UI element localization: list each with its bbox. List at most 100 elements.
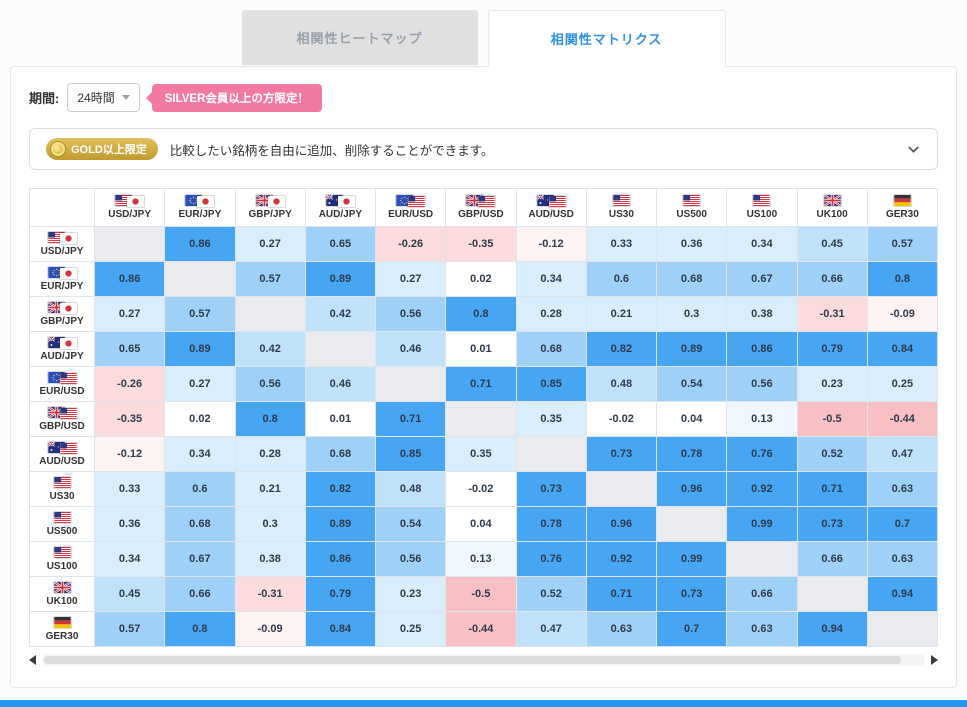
matrix-cell-ger30-eur-usd: 0.25 [376,612,446,646]
bottom-blue-bar [0,700,967,707]
matrix-cell-uk100-ger30: 0.94 [867,577,937,611]
matrix-cell-gbp-usd-eur-usd: 0.71 [376,402,446,436]
matrix-cell-eur-usd-uk100: 0.23 [797,367,867,401]
matrix-diagonal-cell [165,262,235,296]
matrix-cell-ger30-uk100: 0.94 [797,612,867,646]
matrix-row-header-eur-jpy: EUR/JPY [30,262,94,296]
symbol-label: US30 [49,490,75,502]
flag-icons [466,195,496,207]
flag-de-icon [893,195,911,206]
symbol-label: GBP/USD [39,420,85,432]
flag-gb-icon [53,581,71,593]
matrix-cell-gbp-usd-gbp-jpy: 0.8 [235,402,305,436]
gold-badge: GOLD以上限定 [46,138,158,160]
matrix-cell-eur-usd-ger30: 0.25 [867,367,937,401]
matrix-cell-gbp-jpy-uk100: -0.31 [797,297,867,331]
matrix-cell-usd-jpy-us100: 0.34 [727,227,797,261]
matrix-cell-eur-usd-eur-jpy: 0.27 [165,367,235,401]
scrollbar-track[interactable] [42,654,925,666]
matrix-cell-eur-jpy-eur-usd: 0.27 [376,262,446,296]
tab-bar: 相関性ヒートマップ 相関性マトリクス [0,0,967,67]
matrix-cell-us30-ger30: 0.63 [867,472,937,506]
tab-correlation-heatmap[interactable]: 相関性ヒートマップ [241,10,478,65]
matrix-cell-gbp-usd-usd-jpy: -0.35 [95,402,165,436]
horizontal-scrollbar[interactable] [29,653,938,667]
matrix-cell-eur-usd-us100: 0.56 [727,367,797,401]
matrix-cell-usd-jpy-aud-usd: -0.12 [516,227,586,261]
matrix-row-header-uk100: UK100 [30,577,94,611]
flag-us-icon [59,372,77,384]
matrix-col-header-us500: US500 [657,189,727,226]
symbol-label: AUD/JPY [318,209,363,220]
flag-us-icon [115,195,133,206]
matrix-cell-usd-jpy-aud-jpy: 0.65 [305,227,375,261]
flag-jp-icon [59,337,77,349]
symbol-label: GBP/JPY [40,315,84,327]
matrix-cell-aud-usd-aud-jpy: 0.68 [305,437,375,471]
matrix-diagonal-cell [516,437,586,471]
scrollbar-thumb[interactable] [44,656,901,664]
matrix-cell-gbp-usd-eur-jpy: 0.02 [165,402,235,436]
flag-jp-icon [59,232,77,244]
matrix-cell-eur-jpy-usd-jpy: 0.86 [95,262,165,296]
flag-icons [823,195,841,206]
symbol-label: UK100 [816,209,848,220]
scroll-right-arrow-icon[interactable] [931,655,938,665]
flag-icons [53,546,71,558]
flag-jp-icon [59,302,77,314]
matrix-cell-us30-aud-usd: 0.73 [516,472,586,506]
matrix-cell-gbp-jpy-usd-jpy: 0.27 [95,297,165,331]
symbol-label: AUD/USD [39,455,85,467]
matrix-cell-eur-jpy-gbp-jpy: 0.57 [235,262,305,296]
tab-correlation-matrix[interactable]: 相関性マトリクス [487,10,726,67]
matrix-cell-us100-gbp-jpy: 0.38 [235,542,305,576]
matrix-col-header-uk100: UK100 [797,189,867,226]
matrix-cell-aud-usd-gbp-jpy: 0.28 [235,437,305,471]
flag-au-icon [47,441,65,453]
flag-us-icon [683,195,701,206]
matrix-cell-us500-usd-jpy: 0.36 [95,507,165,541]
matrix-cell-us30-usd-jpy: 0.33 [95,472,165,506]
matrix-cell-us500-us100: 0.99 [727,507,797,541]
matrix-col-header-us30: US30 [586,189,656,226]
matrix-cell-us500-eur-jpy: 0.68 [165,507,235,541]
symbol-label: US100 [746,209,778,220]
matrix-row-header-aud-usd: AUD/USD [30,437,94,471]
matrix-cell-us30-aud-jpy: 0.82 [305,472,375,506]
matrix-cell-eur-usd-aud-usd: 0.85 [516,367,586,401]
matrix-row-header-us500: US500 [30,507,94,541]
matrix-cell-gbp-jpy-ger30: -0.09 [867,297,937,331]
gold-banner[interactable]: GOLD以上限定 比較したい銘柄を自由に追加、削除することができます。 [29,128,938,170]
flag-icons [753,195,771,206]
matrix-cell-aud-usd-uk100: 0.52 [797,437,867,471]
matrix-cell-ger30-gbp-usd: -0.44 [446,612,516,646]
flag-jp-icon [59,267,77,279]
matrix-cell-gbp-jpy-aud-jpy: 0.42 [305,297,375,331]
flag-de-icon [53,616,71,628]
matrix-cell-usd-jpy-us30: 0.33 [586,227,656,261]
chevron-down-icon[interactable] [906,142,921,157]
matrix-cell-usd-jpy-gbp-usd: -0.35 [446,227,516,261]
matrix-row-header-gbp-jpy: GBP/JPY [30,297,94,331]
matrix-cell-us100-gbp-usd: 0.13 [446,542,516,576]
gold-badge-label: GOLD以上限定 [71,144,147,156]
matrix-cell-usd-jpy-eur-usd: -0.26 [376,227,446,261]
matrix-diagonal-cell [305,332,375,366]
matrix-cell-us500-gbp-jpy: 0.3 [235,507,305,541]
matrix-cell-eur-jpy-aud-usd: 0.34 [516,262,586,296]
matrix-col-header-eur-usd: EUR/USD [376,189,446,226]
flag-gb-icon [47,301,65,313]
silver-badge: SILVER会員以上の方限定！ [151,83,322,112]
symbol-label: GER30 [45,630,79,642]
matrix-cell-eur-jpy-uk100: 0.66 [797,262,867,296]
matrix-cell-aud-usd-us100: 0.76 [727,437,797,471]
scroll-left-arrow-icon[interactable] [29,655,36,665]
chevron-down-icon [121,95,130,100]
matrix-cell-aud-jpy-gbp-usd: 0.01 [446,332,516,366]
symbol-label: US500 [46,525,78,537]
matrix-cell-aud-jpy-gbp-jpy: 0.42 [235,332,305,366]
symbol-label: UK100 [46,595,78,607]
flag-icons [185,195,215,207]
matrix-cell-gbp-jpy-us500: 0.3 [657,297,727,331]
period-select[interactable]: 24時間 [67,83,140,112]
